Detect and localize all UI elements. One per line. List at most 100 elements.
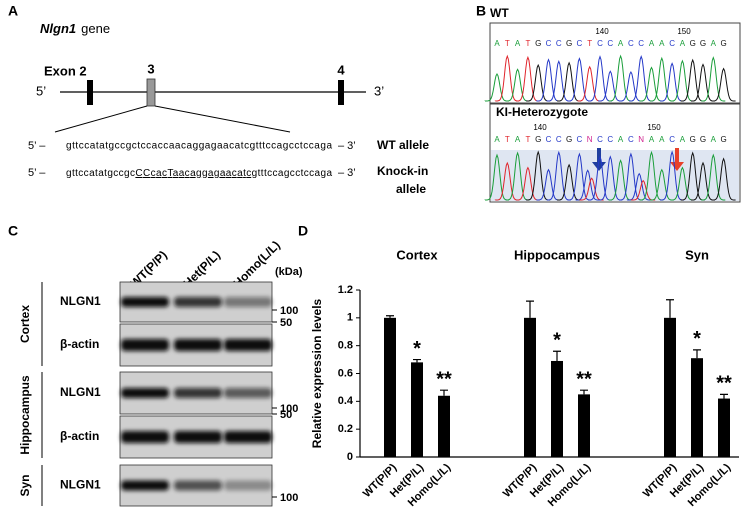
marker-label: 50	[280, 317, 292, 329]
trace-peak	[536, 168, 561, 201]
gene-word: gene	[81, 21, 110, 36]
trace-peak	[700, 153, 726, 201]
protein-band	[174, 431, 222, 443]
protein-band	[174, 388, 222, 398]
zoom-line	[54, 105, 148, 133]
trace-peak	[556, 61, 582, 102]
base-letter: C	[628, 135, 634, 144]
panel-label: C	[8, 223, 18, 239]
bar	[664, 317, 676, 457]
trace-peak	[626, 172, 652, 201]
protein-band	[121, 339, 169, 351]
trace-peak	[546, 150, 571, 201]
base-letter: A	[515, 39, 521, 48]
trace-peak	[515, 166, 540, 201]
bar	[718, 398, 730, 457]
exon	[338, 80, 344, 105]
base-letter: C	[577, 39, 583, 48]
trace-peak	[536, 58, 561, 102]
trace-peak	[680, 151, 705, 201]
trace-peak	[587, 155, 613, 201]
trace-peak	[525, 150, 551, 201]
trace-peak	[700, 56, 726, 102]
base-letter: C	[556, 135, 562, 144]
bar	[438, 395, 450, 457]
protein-band	[224, 388, 272, 398]
marker-label: 100	[280, 492, 298, 504]
y-tick-label: 0.8	[338, 340, 353, 352]
y-tick-label: 0.4	[338, 395, 354, 407]
protein-label: β-actin	[60, 337, 99, 351]
base-letter: A	[680, 135, 686, 144]
protein-band	[224, 339, 272, 351]
protein-band	[174, 297, 222, 307]
base-letter: A	[680, 39, 686, 48]
position-label: 150	[677, 27, 691, 36]
protein-band	[121, 431, 169, 443]
trace-peak	[556, 163, 582, 201]
significance: **	[436, 368, 452, 390]
error-bar	[386, 315, 394, 318]
trace-peak	[659, 150, 685, 201]
base-letter: G	[566, 39, 572, 48]
error-bar	[413, 358, 421, 363]
base-letter: A	[494, 39, 500, 48]
ki-sequence: gttccatatgccgcCCcacTaacaggagaacatcgtttcc…	[66, 168, 332, 179]
base-letter: G	[535, 135, 541, 144]
trace-peak	[639, 66, 664, 102]
protein-label: NLGN1	[60, 294, 101, 308]
trace-peak	[515, 55, 540, 102]
base-letter: A	[618, 135, 624, 144]
significance: *	[413, 338, 421, 360]
bar	[691, 358, 703, 457]
bar-chart: D Relative expression levels 0 0.2 0.4 0.6 0.8…	[298, 223, 739, 509]
chromatogram-box	[489, 22, 741, 104]
protein-band	[224, 297, 272, 307]
trace-peak	[525, 63, 551, 102]
region-label: Cortex	[18, 305, 32, 343]
trace-peak	[649, 168, 674, 201]
trace-peak	[669, 166, 695, 201]
position-label: 140	[595, 27, 609, 36]
base-letter: G	[690, 39, 696, 48]
base-letter: T	[587, 39, 592, 48]
trace-peak	[575, 169, 600, 201]
bar	[384, 317, 396, 457]
allele-name: WT allele	[377, 138, 429, 152]
trace-peak	[628, 54, 654, 102]
gene-name: Nlgn1	[40, 21, 76, 36]
trace-peak	[618, 152, 643, 201]
western-blot: WT(P/P) Het(P/L) Homo(L/L)(kDa)CortexNLGN1…	[18, 238, 303, 507]
error-bar	[693, 349, 701, 359]
base-letter: A	[659, 135, 665, 144]
panel-label: B	[476, 3, 486, 19]
trace-peak	[494, 161, 520, 201]
protein-band	[121, 297, 169, 307]
exon-label: Exon 2	[44, 63, 87, 78]
base-letter: A	[618, 39, 624, 48]
arrow	[670, 148, 684, 171]
trace-peak	[484, 72, 510, 102]
base-letter: C	[577, 135, 583, 144]
group-title: Cortex	[396, 247, 438, 262]
base-letter: A	[711, 135, 717, 144]
base-letter: C	[597, 135, 603, 144]
error-bar	[720, 393, 728, 399]
base-letter: A	[711, 39, 717, 48]
base-letter: G	[690, 135, 696, 144]
protein-label: NLGN1	[60, 385, 101, 399]
base-letter: A	[649, 39, 655, 48]
trace-peak	[546, 60, 571, 102]
bar	[524, 317, 536, 457]
base-letter: C	[669, 135, 675, 144]
protein-band	[121, 480, 169, 491]
group-title: Syn	[685, 247, 709, 262]
base-letter: A	[659, 39, 665, 48]
significance: **	[716, 373, 732, 395]
allele-name: allele	[396, 182, 426, 196]
trace-peak	[577, 65, 602, 102]
base-letter: A	[494, 135, 500, 144]
base-letter: G	[535, 39, 541, 48]
base-letter: G	[700, 39, 706, 48]
position-label: 150	[647, 123, 661, 132]
